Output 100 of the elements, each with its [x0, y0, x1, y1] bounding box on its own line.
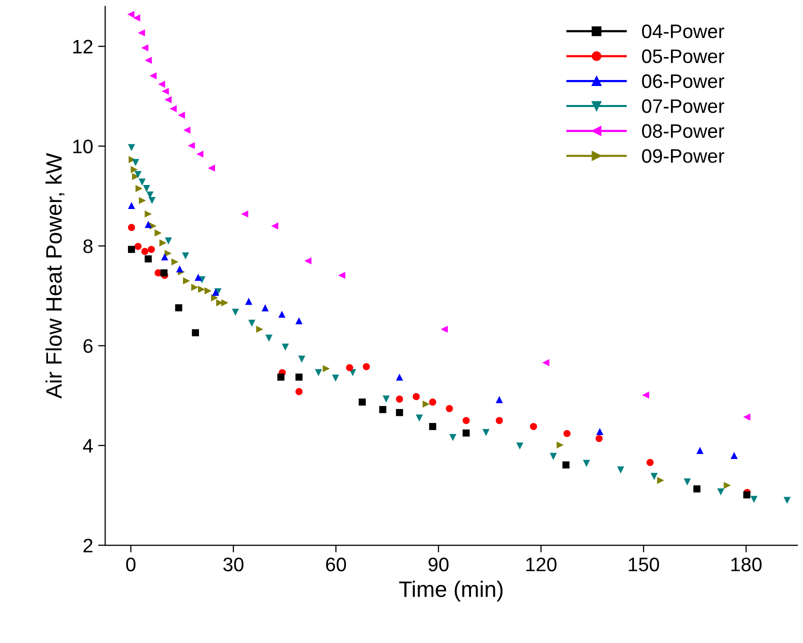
point — [696, 446, 704, 454]
point — [743, 414, 750, 421]
point — [650, 472, 658, 480]
x-tick-label: 150 — [628, 558, 660, 572]
point — [295, 374, 303, 381]
point — [262, 304, 269, 312]
point — [192, 329, 199, 336]
point — [158, 80, 166, 88]
point — [322, 365, 330, 372]
y-tick-label: 10 — [73, 140, 93, 154]
point — [271, 222, 278, 230]
point — [175, 304, 182, 312]
point — [482, 428, 490, 436]
point — [138, 29, 145, 36]
point — [164, 237, 172, 244]
point — [693, 485, 700, 492]
x-axis-title: Time (min) — [399, 580, 503, 602]
point — [562, 461, 570, 468]
point — [550, 452, 557, 460]
point — [170, 105, 177, 112]
legend-label: 05-Power — [642, 49, 724, 64]
point — [717, 488, 724, 496]
x-tick-label: 90 — [428, 558, 449, 572]
x-tick-label: 180 — [731, 558, 762, 572]
point — [154, 229, 162, 236]
point — [582, 460, 590, 467]
y-tick-label: 2 — [84, 538, 92, 552]
point — [188, 142, 195, 150]
point — [211, 294, 218, 302]
point — [148, 246, 155, 253]
point — [743, 491, 750, 498]
point — [596, 428, 604, 436]
point — [196, 150, 204, 158]
x-tick-label: 30 — [223, 558, 244, 572]
point — [462, 429, 470, 437]
point — [128, 202, 136, 210]
point — [429, 422, 436, 430]
point — [304, 257, 312, 264]
point — [379, 406, 386, 414]
legend-label: 08-Power — [642, 124, 724, 138]
point — [132, 173, 140, 180]
point — [596, 434, 603, 442]
point — [346, 364, 354, 372]
point — [542, 359, 550, 366]
point — [516, 442, 524, 450]
point — [191, 284, 198, 291]
point — [241, 210, 248, 218]
point — [144, 56, 152, 64]
point — [183, 277, 190, 284]
legend-label: 06-Power — [642, 74, 724, 88]
point — [642, 392, 650, 399]
point — [298, 356, 306, 363]
point — [657, 476, 664, 484]
point — [282, 344, 289, 351]
point — [138, 178, 146, 186]
point — [265, 334, 272, 342]
point — [128, 144, 136, 152]
point — [496, 396, 503, 404]
point — [362, 363, 370, 370]
y-tick-label: 12 — [73, 40, 92, 54]
point — [563, 430, 571, 438]
point — [144, 220, 152, 228]
point — [134, 242, 142, 250]
point — [338, 272, 346, 279]
point — [750, 496, 758, 503]
point — [130, 166, 138, 174]
point — [178, 112, 185, 119]
point — [396, 409, 404, 416]
point — [617, 466, 624, 474]
point — [143, 184, 150, 192]
point — [295, 317, 303, 324]
point — [784, 496, 791, 504]
point — [278, 310, 286, 318]
point — [416, 414, 423, 422]
y-tick-label: 6 — [84, 339, 93, 353]
point — [183, 126, 190, 134]
point — [128, 224, 136, 231]
point — [462, 416, 470, 424]
point — [332, 374, 340, 382]
point — [248, 320, 256, 327]
point — [684, 478, 691, 486]
point — [204, 287, 212, 294]
point — [141, 248, 148, 255]
point — [194, 274, 202, 281]
point — [382, 396, 390, 403]
point — [646, 458, 654, 466]
point — [148, 196, 156, 204]
point — [144, 210, 152, 218]
point — [198, 286, 206, 293]
point — [162, 88, 169, 95]
point — [138, 196, 146, 204]
point — [160, 269, 168, 276]
point — [127, 10, 134, 18]
point — [724, 482, 731, 489]
point — [496, 416, 503, 424]
point — [208, 164, 216, 172]
point — [412, 393, 420, 400]
point — [134, 171, 142, 178]
point — [182, 252, 190, 260]
point — [449, 434, 456, 442]
